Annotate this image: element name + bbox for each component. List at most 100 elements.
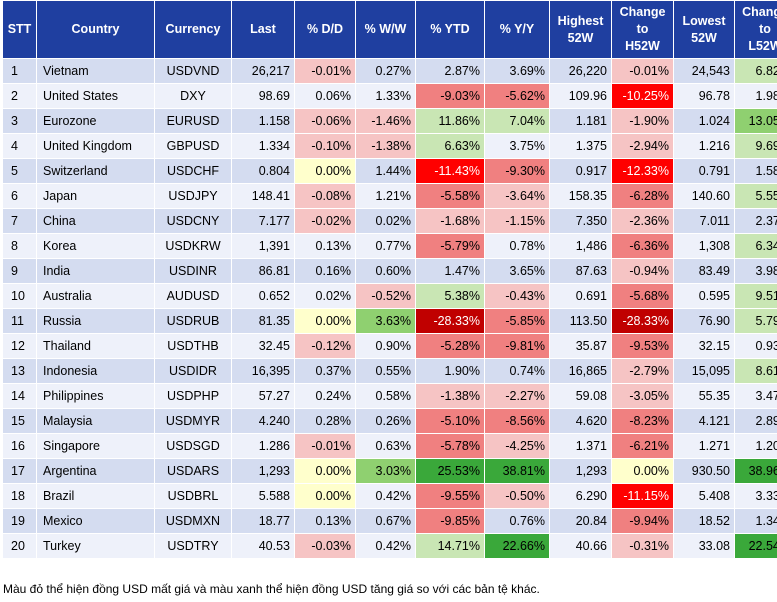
cell-currency: USDMXN xyxy=(154,508,232,534)
cell-yy: -0.50% xyxy=(484,483,550,509)
cell-last: 57.27 xyxy=(231,383,295,409)
cell-low52w: 1.024 xyxy=(673,108,735,134)
cell-currency: USDPHP xyxy=(154,383,232,409)
cell-currency: GBPUSD xyxy=(154,133,232,159)
cell-ww: 1.33% xyxy=(355,83,416,109)
table-row: 12 Thailand USDTHB 32.45 -0.12% 0.90% -5.28% -9… xyxy=(2,333,777,359)
cell-ww: 3.63% xyxy=(355,308,416,334)
cell-ytd: 1.90% xyxy=(415,358,485,384)
cell-yy: -0.43% xyxy=(484,283,550,309)
cell-stt: 15 xyxy=(2,408,37,434)
cell-change-h52w: -1.90% xyxy=(611,108,674,134)
cell-low52w: 930.50 xyxy=(673,458,735,484)
cell-high52w: 59.08 xyxy=(549,383,612,409)
cell-ww: 0.42% xyxy=(355,483,416,509)
cell-ww: 1.44% xyxy=(355,158,416,184)
cell-last: 1,293 xyxy=(231,458,295,484)
cell-last: 40.53 xyxy=(231,533,295,559)
cell-currency: USDCNY xyxy=(154,208,232,234)
cell-dd: 0.00% xyxy=(294,458,356,484)
cell-dd: 0.13% xyxy=(294,508,356,534)
cell-high52w: 109.96 xyxy=(549,83,612,109)
table-row: 3 Eurozone EURUSD 1.158 -0.06% -1.46% 11.86% 7.… xyxy=(2,108,777,134)
column-header-change-h52w: Change to H52W xyxy=(611,0,674,59)
cell-low52w: 1.271 xyxy=(673,433,735,459)
cell-last: 16,395 xyxy=(231,358,295,384)
cell-stt: 5 xyxy=(2,158,37,184)
cell-low52w: 15,095 xyxy=(673,358,735,384)
cell-high52w: 0.917 xyxy=(549,158,612,184)
cell-high52w: 1.181 xyxy=(549,108,612,134)
cell-ytd: -5.58% xyxy=(415,183,485,209)
cell-low52w: 0.595 xyxy=(673,283,735,309)
table-row: 18 Brazil USDBRL 5.588 0.00% 0.42% -9.55% -0.50… xyxy=(2,483,777,509)
cell-last: 81.35 xyxy=(231,308,295,334)
cell-high52w: 40.66 xyxy=(549,533,612,559)
cell-currency: USDVND xyxy=(154,58,232,84)
cell-country: Philippines xyxy=(36,383,155,409)
cell-change-l52w: 1.98% xyxy=(734,83,777,109)
cell-high52w: 6.290 xyxy=(549,483,612,509)
cell-change-l52w: 2.37% xyxy=(734,208,777,234)
cell-high52w: 7.350 xyxy=(549,208,612,234)
cell-yy: -1.15% xyxy=(484,208,550,234)
cell-country: Turkey xyxy=(36,533,155,559)
table-row: 19 Mexico USDMXN 18.77 0.13% 0.67% -9.85% 0.76%… xyxy=(2,508,777,534)
table-row: 13 Indonesia USDIDR 16,395 0.37% 0.55% 1.90% 0.… xyxy=(2,358,777,384)
cell-currency: USDTRY xyxy=(154,533,232,559)
table-row: 6 Japan USDJPY 148.41 -0.08% 1.21% -5.58% -3.64… xyxy=(2,183,777,209)
cell-ytd: -1.38% xyxy=(415,383,485,409)
cell-yy: -9.81% xyxy=(484,333,550,359)
cell-stt: 3 xyxy=(2,108,37,134)
cell-yy: 0.78% xyxy=(484,233,550,259)
cell-currency: USDMYR xyxy=(154,408,232,434)
cell-ww: 0.42% xyxy=(355,533,416,559)
cell-ytd: -5.28% xyxy=(415,333,485,359)
cell-low52w: 96.78 xyxy=(673,83,735,109)
cell-dd: -0.10% xyxy=(294,133,356,159)
cell-ytd: 25.53% xyxy=(415,458,485,484)
cell-change-h52w: -0.94% xyxy=(611,258,674,284)
cell-ytd: 2.87% xyxy=(415,58,485,84)
cell-change-h52w: -3.05% xyxy=(611,383,674,409)
cell-country: Mexico xyxy=(36,508,155,534)
column-header-stt: STT xyxy=(2,0,37,59)
cell-stt: 11 xyxy=(2,308,37,334)
cell-stt: 18 xyxy=(2,483,37,509)
cell-change-l52w: 1.20% xyxy=(734,433,777,459)
cell-change-l52w: 9.51% xyxy=(734,283,777,309)
cell-country: Eurozone xyxy=(36,108,155,134)
cell-last: 1.158 xyxy=(231,108,295,134)
table-row: 15 Malaysia USDMYR 4.240 0.28% 0.26% -5.10% -8.… xyxy=(2,408,777,434)
cell-currency: EURUSD xyxy=(154,108,232,134)
cell-last: 7.177 xyxy=(231,208,295,234)
cell-dd: -0.12% xyxy=(294,333,356,359)
cell-yy: -5.62% xyxy=(484,83,550,109)
column-header-low52w: Lowest 52W xyxy=(673,0,735,59)
cell-currency: USDTHB xyxy=(154,333,232,359)
cell-ww: 0.02% xyxy=(355,208,416,234)
cell-country: Russia xyxy=(36,308,155,334)
cell-country: United Kingdom xyxy=(36,133,155,159)
cell-low52w: 76.90 xyxy=(673,308,735,334)
cell-currency: USDRUB xyxy=(154,308,232,334)
cell-change-h52w: 0.00% xyxy=(611,458,674,484)
cell-last: 5.588 xyxy=(231,483,295,509)
cell-currency: USDINR xyxy=(154,258,232,284)
cell-stt: 13 xyxy=(2,358,37,384)
cell-currency: AUDUSD xyxy=(154,283,232,309)
cell-yy: 38.81% xyxy=(484,458,550,484)
cell-high52w: 1,486 xyxy=(549,233,612,259)
column-header-country: Country xyxy=(36,0,155,59)
cell-dd: -0.06% xyxy=(294,108,356,134)
cell-change-l52w: 1.34% xyxy=(734,508,777,534)
cell-dd: 0.16% xyxy=(294,258,356,284)
cell-last: 148.41 xyxy=(231,183,295,209)
cell-change-h52w: -6.36% xyxy=(611,233,674,259)
cell-ytd: -5.10% xyxy=(415,408,485,434)
cell-low52w: 5.408 xyxy=(673,483,735,509)
cell-low52w: 33.08 xyxy=(673,533,735,559)
cell-last: 1.334 xyxy=(231,133,295,159)
cell-dd: 0.24% xyxy=(294,383,356,409)
cell-country: Malaysia xyxy=(36,408,155,434)
